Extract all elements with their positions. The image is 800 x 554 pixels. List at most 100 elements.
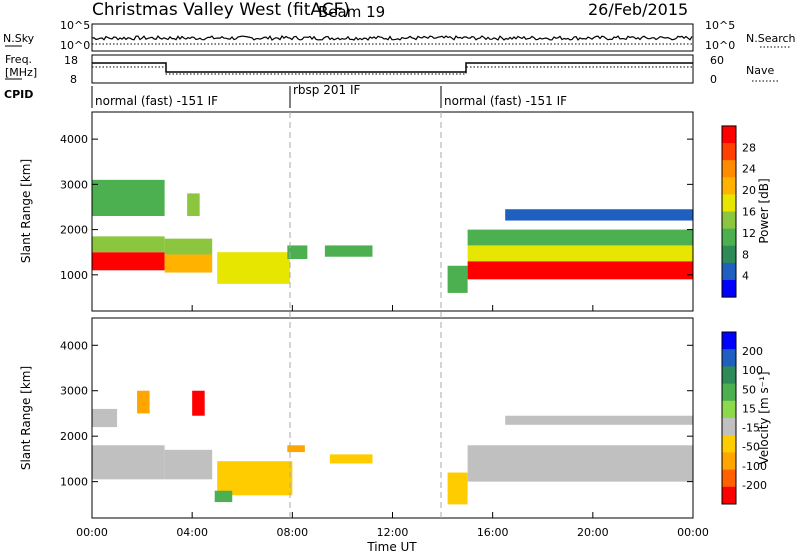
colorbar-tick-label: 28: [742, 141, 756, 154]
colorbar-segment: [722, 349, 736, 367]
freq-trace: [92, 62, 693, 73]
nsearch-tick-bottom: 10^0: [705, 39, 735, 52]
colorbar-tick-label: 200: [742, 345, 763, 358]
beam-label: Beam 19: [318, 3, 385, 21]
x-tick-label: 12:00: [377, 526, 409, 539]
colorbar-segment: [722, 160, 736, 178]
velocity-colorbar: 200 100 50 15 -15 -50 -100 -200: [721, 331, 767, 505]
y-tick-label: 3000: [60, 178, 88, 191]
colorbar-segment: [722, 452, 736, 471]
colorbar-tick-label: 8: [742, 248, 749, 261]
velocity-heatmap: [92, 390, 693, 505]
colorbar-tick-label: 15: [742, 402, 756, 415]
date-label: 26/Feb/2015: [588, 0, 688, 19]
colorbar-segment: [722, 435, 736, 453]
velocity-ylabel: Slant Range [km]: [19, 366, 33, 470]
heatmap-region: [92, 445, 165, 480]
y-tick-label: 4000: [60, 339, 88, 352]
colorbar-tick-label: 24: [742, 163, 756, 176]
station-title: Christmas Valley West (fitACF): [92, 0, 350, 20]
heatmap-region: [92, 408, 118, 428]
colorbar-tick-label: 12: [742, 227, 756, 240]
colorbar-tick-label: -15: [742, 422, 760, 435]
heatmap-region: [287, 445, 305, 453]
colorbar-tick-label: 20: [742, 184, 756, 197]
freq-tick-top: 18: [64, 54, 78, 67]
freq-panel-frame: [91, 54, 694, 84]
heatmap-region: [324, 245, 373, 257]
colorbar-segment: [722, 177, 736, 195]
x-tick-label: 16:00: [477, 526, 509, 539]
colorbar-segment: [722, 211, 736, 230]
heatmap-region: [217, 252, 290, 284]
y-tick-label: 2000: [60, 430, 88, 443]
colorbar-segment: [722, 194, 736, 212]
x-tick-label: 00:00: [76, 526, 108, 539]
time-x-axis: 00:00 04:00 08:00 12:00 16:00 20:00 00:00: [76, 305, 709, 539]
colorbar-segment: [722, 469, 736, 488]
y-tick-label: 2000: [60, 224, 88, 237]
nave-tick-bottom: 0: [710, 73, 717, 86]
x-tick-label: 00:00: [677, 526, 709, 539]
nsky-tick-bottom: 10^0: [60, 39, 90, 52]
nsearch-tick-top: 10^5: [705, 19, 735, 32]
colorbar-frame: [721, 125, 737, 298]
heatmap-region: [329, 454, 373, 464]
colorbar-segment: [722, 262, 736, 281]
heatmap-region: [467, 229, 693, 246]
colorbar-tick-label: 4: [742, 270, 749, 283]
heatmap-region: [505, 415, 693, 425]
heatmap-region: [164, 254, 213, 273]
heatmap-region: [214, 490, 233, 503]
nsky-panel-frame: [91, 23, 694, 52]
heatmap-region: [505, 209, 693, 221]
heatmap-region: [137, 390, 150, 414]
nsky-label: N.Sky: [3, 32, 35, 45]
colorbar-tick-label: -50: [742, 441, 760, 454]
nave-tick-top: 60: [710, 54, 724, 67]
colorbar-segment: [722, 245, 736, 264]
cpid-segment-3: normal (fast) -151 IF: [444, 94, 567, 108]
y-tick-label: 3000: [60, 385, 88, 398]
heatmap-region: [187, 193, 200, 217]
heatmap-region: [92, 252, 165, 271]
colorbar-segment: [722, 418, 736, 436]
heatmap-region: [447, 265, 468, 293]
colorbar-segment: [722, 400, 736, 419]
colorbar-tick-label: -200: [742, 479, 767, 492]
heatmap-region: [217, 461, 293, 496]
power-y-axis: 1000 2000 3000 4000: [60, 133, 693, 282]
colorbar-segment: [722, 366, 736, 385]
colorbar-tick-label: 50: [742, 383, 756, 396]
x-tick-label: 08:00: [276, 526, 308, 539]
colorbar-tick-label: 16: [742, 206, 756, 219]
freq-unit-label: [MHz]: [5, 66, 37, 79]
x-tick-label: 20:00: [577, 526, 609, 539]
heatmap-region: [92, 236, 165, 253]
colorbar-segment: [722, 228, 736, 247]
nsky-tick-top: 10^5: [60, 19, 90, 32]
cpid-label: CPID: [4, 88, 33, 101]
nsearch-label: N.Search: [746, 32, 796, 45]
velocity-colorbar-label: Velocity [m s⁻¹]: [757, 371, 771, 464]
heatmap-region: [447, 472, 468, 505]
y-tick-label: 4000: [60, 133, 88, 146]
heatmap-region: [467, 245, 693, 262]
time-axis-label: Time UT: [366, 540, 417, 554]
colorbar-segment: [722, 143, 736, 161]
colorbar-tick-label: 100: [742, 364, 763, 377]
colorbar-segment: [722, 383, 736, 402]
nave-label: Nave: [746, 64, 774, 77]
nave-trace: [92, 66, 693, 75]
heatmap-region: [164, 238, 213, 255]
colorbar-segment: [722, 279, 736, 298]
colorbar-tick-label: -100: [742, 460, 767, 473]
nsky-trace: [91, 34, 693, 41]
colorbar-segment: [722, 332, 736, 350]
velocity-y-axis: 1000 2000 3000 4000: [60, 339, 693, 489]
power-ylabel: Slant Range [km]: [19, 159, 33, 263]
cpid-segment-2: rbsp 201 IF: [293, 83, 360, 97]
y-tick-label: 1000: [60, 476, 88, 489]
colorbar-segment: [722, 125, 736, 144]
